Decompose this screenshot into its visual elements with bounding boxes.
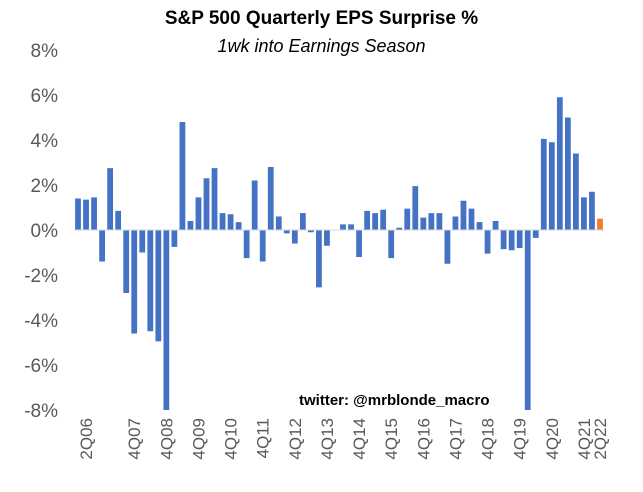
x-tick-label: 4Q21 <box>575 418 594 460</box>
x-tick-label: 4Q10 <box>222 418 241 460</box>
x-tick-label: 4Q19 <box>511 418 530 460</box>
x-tick-label: 4Q17 <box>446 418 465 460</box>
x-tick-label: 4Q20 <box>543 418 562 460</box>
bar-2Q06 <box>83 199 89 231</box>
x-tick-label: 4Q15 <box>382 418 401 460</box>
x-tick-label: 4Q12 <box>286 418 305 460</box>
bar-4Q17 <box>452 216 459 230</box>
bar-2Q15 <box>372 213 379 231</box>
bar-4Q12 <box>291 230 298 244</box>
x-tick-label: 4Q11 <box>254 418 273 458</box>
bar-4Q11 <box>259 230 266 262</box>
bar-3Q06 <box>91 197 97 231</box>
x-tick-label: 4Q16 <box>414 418 433 460</box>
y-tick-label: 4% <box>31 131 59 152</box>
bar-3Q10 <box>219 213 226 231</box>
bar-2Q09 <box>179 122 186 230</box>
x-tick-label: 4Q18 <box>479 418 498 460</box>
bar-3Q12 <box>283 230 290 234</box>
bar-2Q14 <box>340 224 346 231</box>
bar-3Q13 <box>316 230 322 288</box>
bar-2Q22 <box>597 218 603 230</box>
bar-1Q21 <box>556 97 563 230</box>
x-tick-label: 2Q22 <box>591 418 610 460</box>
bar-4Q21 <box>581 197 587 231</box>
bar-3Q20 <box>540 138 547 231</box>
chart-title: S&P 500 Quarterly EPS Surprise % <box>164 8 479 29</box>
bar-1Q20 <box>524 230 531 410</box>
bar-4Q15 <box>388 230 395 259</box>
bar-1Q19 <box>492 221 499 230</box>
bar-2Q12 <box>275 216 282 230</box>
bar-4Q18 <box>484 230 491 254</box>
bar-3Q21 <box>573 153 579 230</box>
bar-2Q21 <box>564 117 571 230</box>
bar-2Q10 <box>211 168 218 231</box>
bar-3Q18 <box>476 222 483 231</box>
bar-1Q07 <box>107 168 114 231</box>
bar-3Q11 <box>251 180 258 230</box>
bar-1Q15 <box>364 210 370 231</box>
bar-4Q07 <box>131 230 138 334</box>
bar-3Q14 <box>348 224 354 231</box>
bar-1Q11 <box>235 222 242 231</box>
bar-3Q19 <box>508 230 515 251</box>
y-tick-label: -4% <box>24 311 58 332</box>
x-tick-label: 2Q06 <box>77 418 96 460</box>
bar-3Q08 <box>155 230 162 342</box>
bar-2Q08 <box>147 230 154 332</box>
bar-4Q10 <box>227 214 234 230</box>
bar-2Q16 <box>404 208 411 231</box>
y-tick-label: -8% <box>24 401 58 422</box>
bar-4Q09 <box>195 197 202 231</box>
x-tick-label: 4Q14 <box>350 418 369 460</box>
bar-4Q16 <box>420 217 427 231</box>
y-tick-label: 6% <box>31 86 59 107</box>
bar-2Q11 <box>243 230 250 259</box>
y-tick-label: -2% <box>24 266 58 287</box>
bar-2Q17 <box>436 213 443 231</box>
bar-4Q20 <box>548 142 555 230</box>
bar-4Q06 <box>99 230 105 262</box>
bar-1Q22 <box>589 191 595 230</box>
bar-4Q19 <box>516 230 523 248</box>
bar-1Q16 <box>396 227 403 230</box>
y-tick-label: 2% <box>31 176 59 197</box>
bar-4Q13 <box>324 230 330 246</box>
x-tick-label: 4Q13 <box>318 418 337 460</box>
y-tick-label: 8% <box>31 41 59 62</box>
bar-2Q07 <box>115 210 122 231</box>
bar-3Q07 <box>123 230 130 293</box>
bar-4Q14 <box>356 230 362 257</box>
bar-3Q17 <box>444 230 451 264</box>
bar-1Q06 <box>75 198 81 230</box>
bar-3Q09 <box>187 221 194 230</box>
x-tick-label: 4Q09 <box>189 418 208 460</box>
bar-1Q08 <box>139 230 146 253</box>
bar-2Q18 <box>468 208 475 231</box>
twitter-handle-annotation: twitter: @mrblonde_macro <box>299 392 490 409</box>
bar-2Q20 <box>532 230 539 238</box>
y-tick-label: -6% <box>24 356 58 377</box>
chart-subtitle: 1wk into Earnings Season <box>217 36 426 56</box>
bar-3Q15 <box>380 209 387 230</box>
bar-2Q13 <box>308 230 314 233</box>
bar-2Q19 <box>500 230 507 250</box>
bar-3Q16 <box>412 186 419 231</box>
bar-4Q08 <box>163 230 170 410</box>
bar-1Q18 <box>460 200 467 230</box>
bar-1Q09 <box>171 230 178 247</box>
bar-1Q12 <box>267 167 274 230</box>
bar-1Q10 <box>203 178 210 230</box>
bar-1Q13 <box>299 213 306 231</box>
x-tick-label: 4Q07 <box>125 418 144 460</box>
x-tick-label: 4Q08 <box>157 418 176 460</box>
y-tick-label: 0% <box>31 221 59 242</box>
bar-1Q17 <box>428 213 435 231</box>
